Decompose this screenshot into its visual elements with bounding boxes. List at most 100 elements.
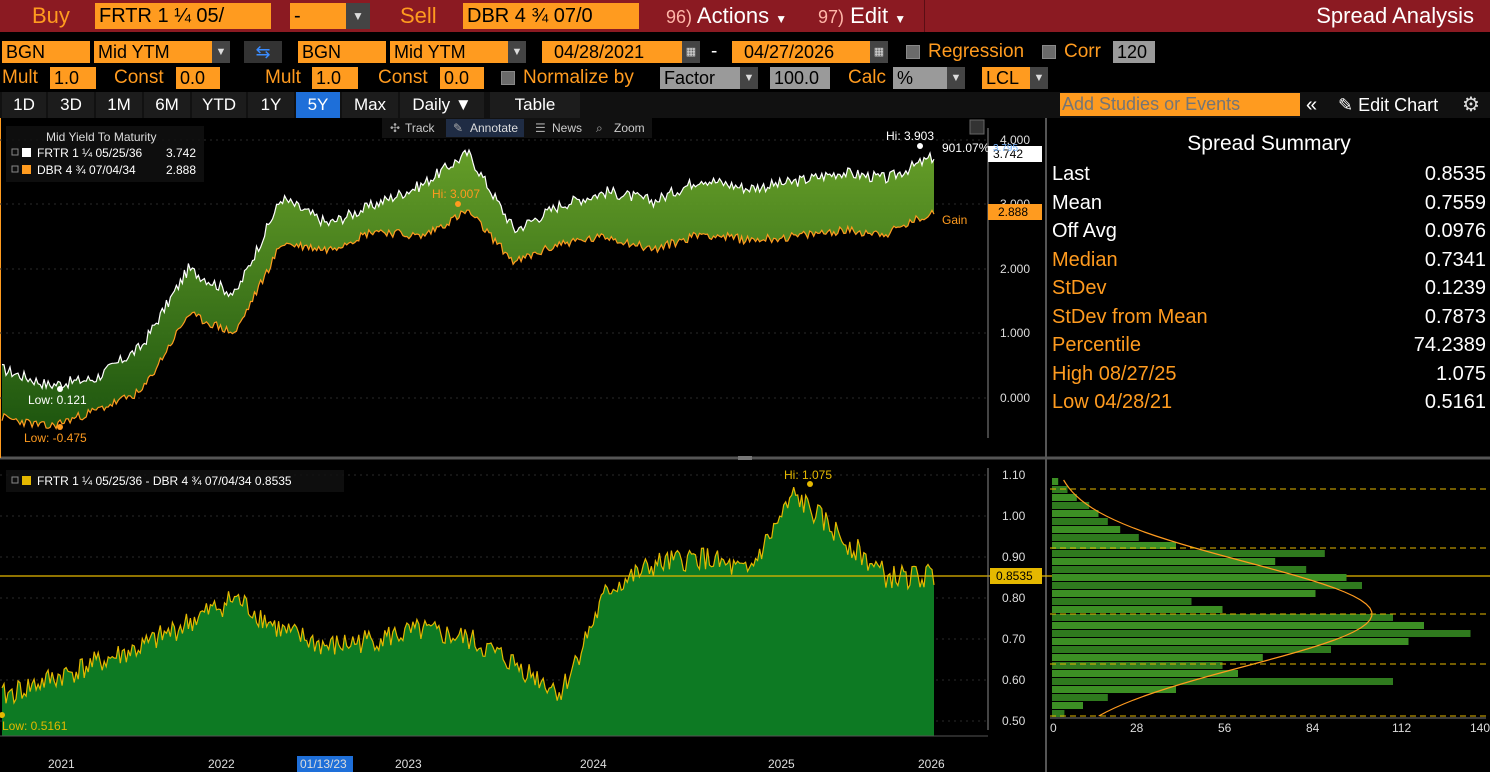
edit-menu[interactable]: 97) Edit ▼ [818, 3, 907, 28]
histogram-bar [1052, 606, 1223, 613]
tab-1y[interactable]: 1Y [248, 92, 294, 118]
sell-label: Sell [400, 3, 437, 28]
y-tick-label: 0.90 [1002, 550, 1026, 564]
const1-field[interactable]: 0.0 [176, 67, 220, 89]
buy-security-field[interactable]: FRTR 1 ¼ 05/ [95, 3, 271, 29]
legend-spread-text: FRTR 1 ¼ 05/25/36 - DBR 4 ¾ 07/04/34 0.8… [37, 474, 292, 488]
corr-checkbox[interactable] [1042, 45, 1056, 59]
tab-5y[interactable]: 5Y [296, 92, 340, 118]
last-spread-tag [990, 568, 1042, 584]
x-year-label: 2024 [580, 757, 607, 771]
low-spread-label: Low: 0.5161 [2, 719, 68, 733]
mult2-field[interactable]: 1.0 [312, 67, 358, 89]
table-button[interactable]: Table [490, 92, 580, 118]
legend-dbr-name: DBR 4 ¾ 07/04/34 [37, 163, 136, 177]
field2-select[interactable]: Mid YTM [390, 41, 508, 63]
legend-swatch-orange [22, 165, 31, 174]
histogram-bar [1052, 646, 1331, 653]
collapse-icon[interactable]: « [1306, 94, 1318, 116]
end-date-field[interactable]: 04/27/2026 [732, 41, 870, 63]
legend-dbr-value: 2.888 [166, 163, 196, 177]
source1-field[interactable]: BGN [2, 41, 90, 63]
chevron-down-icon[interactable]: ▼ [508, 41, 526, 63]
swap-icon[interactable]: ⇆ [244, 41, 282, 63]
start-date-field[interactable]: 04/28/2021 [542, 41, 682, 63]
histogram-bar [1052, 534, 1139, 541]
histogram-bar [1052, 590, 1316, 597]
chart-menu-icon[interactable] [969, 119, 985, 135]
tab-1m[interactable]: 1M [96, 92, 142, 118]
mult1-field[interactable]: 1.0 [50, 67, 96, 89]
summary-key: Median [1052, 248, 1118, 271]
normalize-checkbox[interactable] [501, 71, 515, 85]
buy-side-field[interactable]: - [290, 3, 346, 29]
currency-select[interactable]: LCL [982, 67, 1030, 89]
hi-white-label: Hi: 3.903 [886, 129, 934, 143]
tab-1d[interactable]: 1D [2, 92, 46, 118]
actions-menu[interactable]: 96) Actions ▼ [666, 3, 788, 28]
tab-3d[interactable]: 3D [48, 92, 94, 118]
legend-title: Mid Yield To Maturity [46, 130, 157, 144]
regression-checkbox[interactable] [906, 45, 920, 59]
const2-field[interactable]: 0.0 [440, 67, 484, 89]
field1-select[interactable]: Mid YTM [94, 41, 212, 63]
tab-6m[interactable]: 6M [144, 92, 190, 118]
calendar-icon[interactable]: ▦ [682, 41, 700, 63]
calendar-icon[interactable]: ▦ [870, 41, 888, 63]
normalize-select[interactable]: Factor [660, 67, 740, 89]
calc-select[interactable]: % [893, 67, 947, 89]
track-button[interactable]: Track [405, 121, 436, 135]
summary-row: Low 04/28/21 0.5161 [1052, 388, 1486, 416]
annotate-button[interactable]: Annotate [470, 121, 518, 135]
legend-frtr-value: 3.742 [166, 146, 196, 160]
y-tick-label: 4.000 [1000, 133, 1030, 147]
last-orange-value: 2.888 [998, 205, 1028, 219]
x-year-label: 2023 [395, 757, 422, 771]
zoom-button[interactable]: Zoom [614, 121, 645, 135]
corr-value-field[interactable]: 120 [1113, 41, 1155, 63]
annotate-icon[interactable]: ✎ [453, 121, 463, 135]
summary-value: 0.8535 [1424, 163, 1486, 185]
histogram-bar [1052, 502, 1090, 509]
summary-row: StDev from Mean 0.7873 [1052, 303, 1486, 331]
last-spread-value: 0.8535 [996, 569, 1033, 583]
zoom-icon[interactable]: ⌕ [596, 121, 603, 135]
news-icon[interactable]: ☰ [535, 121, 546, 135]
track-icon[interactable]: ✣ [390, 121, 400, 135]
spread-histogram [1052, 478, 1471, 717]
y-tick-label: 1.000 [1000, 326, 1030, 340]
tab-ytd[interactable]: YTD [192, 92, 246, 118]
factor-field[interactable]: 100.0 [770, 67, 830, 89]
summary-row: Percentile 74.2389 [1052, 331, 1486, 359]
histogram-bar [1052, 638, 1409, 645]
pane-resize-handle[interactable] [738, 456, 752, 460]
chevron-down-icon[interactable]: ▼ [740, 67, 758, 89]
histogram-bar [1052, 582, 1362, 589]
buy-side-dropdown-icon[interactable]: ▼ [346, 3, 370, 29]
tab-max[interactable]: Max [342, 92, 398, 118]
histogram-bar [1052, 542, 1176, 549]
chevron-down-icon[interactable]: ▼ [212, 41, 230, 63]
app-title: Spread Analysis [1316, 3, 1474, 28]
chevron-down-icon[interactable]: ▼ [1030, 67, 1048, 89]
chevron-down-icon[interactable]: ▼ [947, 67, 965, 89]
periodicity-select[interactable]: Daily ▼ [400, 92, 484, 118]
mult2-label: Mult [265, 67, 301, 88]
dbr-yield-line [1, 209, 935, 430]
gear-icon[interactable]: ⚙ [1462, 94, 1480, 116]
y-tick-label: 0.60 [1002, 673, 1026, 687]
histogram-bar [1052, 614, 1393, 621]
x-year-label: 2025 [768, 757, 795, 771]
bottom-y-axis: 1.10 1.00 0.90 0.80 0.70 0.60 0.50 [987, 468, 1026, 730]
x-year-label: 2022 [208, 757, 235, 771]
sell-security-field[interactable]: DBR 4 ¾ 07/0 [463, 3, 639, 29]
news-button[interactable]: News [552, 121, 582, 135]
edit-chart-button[interactable]: ✎ Edit Chart [1338, 95, 1439, 115]
percent-note: 901.07% [942, 141, 990, 155]
histogram-bar [1052, 630, 1471, 637]
source2-field[interactable]: BGN [298, 41, 386, 63]
studies-input[interactable] [1062, 93, 1298, 116]
const1-label: Const [114, 67, 164, 88]
title-bar: Buy FRTR 1 ¼ 05/ - ▼ Sell DBR 4 ¾ 07/0 9… [0, 0, 1490, 32]
summary-value: 74.2389 [1413, 334, 1486, 356]
